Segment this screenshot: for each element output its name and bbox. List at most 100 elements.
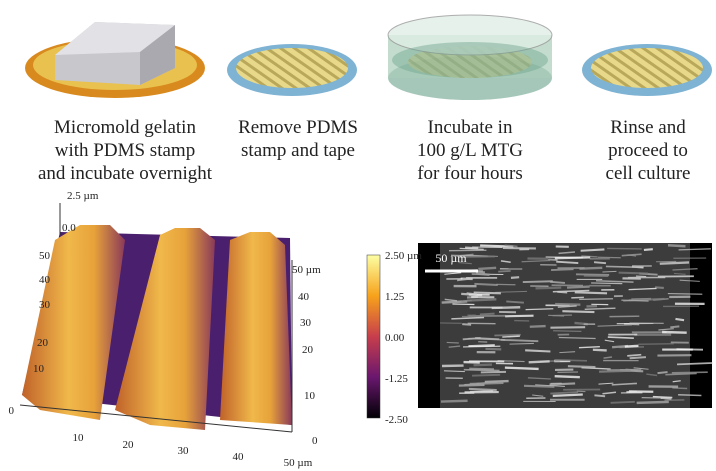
axis-label: -2.50 [385, 414, 408, 426]
fiber [441, 401, 468, 402]
fiber [608, 337, 634, 338]
step-caption: Micromold gelatin [54, 117, 196, 138]
fiber [593, 350, 607, 351]
step-caption: Remove PDMS [238, 117, 358, 138]
axis-label: 40 [298, 291, 310, 303]
fiber [523, 281, 553, 282]
fiber [485, 349, 501, 350]
axis-label: 40 [233, 451, 245, 463]
fiber [553, 331, 581, 332]
fiber [581, 249, 605, 250]
fiber [480, 314, 495, 315]
axis-label: 20 [123, 439, 135, 451]
fiber [551, 269, 573, 270]
axis-label: 50 [39, 250, 51, 262]
petri-dish [388, 15, 552, 100]
fiber [470, 391, 493, 392]
step-caption: 100 g/L MTG [417, 140, 523, 161]
fiber [474, 365, 492, 366]
scale-bar-label: 50 µm [435, 251, 467, 265]
fiber [494, 335, 520, 336]
fiber [550, 282, 565, 283]
fiber [611, 402, 635, 403]
fiber [502, 336, 520, 337]
fiber [476, 274, 490, 275]
fiber [567, 287, 590, 288]
axis-label: 1.25 [385, 291, 405, 303]
fiber [468, 345, 494, 346]
fiber [467, 293, 477, 294]
fiber [599, 371, 630, 372]
fiber [672, 388, 687, 389]
axis-label: 2.50 µm [385, 250, 422, 262]
axis-label: 40 [39, 274, 51, 286]
fiber [621, 300, 648, 301]
fiber [575, 292, 607, 293]
fiber [529, 361, 550, 362]
fiber [675, 319, 684, 320]
fiber [557, 292, 567, 293]
fiber [637, 402, 669, 403]
axis-label: 10 [73, 432, 85, 444]
colorbar [367, 255, 380, 418]
fiber [524, 386, 554, 387]
step-caption: for four hours [417, 163, 523, 184]
fiber [505, 368, 539, 369]
axis-label: 30 [178, 445, 190, 457]
fiber [525, 350, 550, 351]
fiber [530, 326, 546, 327]
axis-label: 0.0 [62, 222, 76, 234]
fiber [555, 376, 580, 377]
fiber [607, 248, 642, 249]
step-caption: proceed to [608, 140, 688, 161]
fiber [553, 394, 583, 395]
axis-label: 20 [37, 337, 49, 349]
step-caption: Rinse and [610, 117, 686, 138]
fiber [662, 332, 687, 333]
fiber [602, 271, 616, 272]
fiber [526, 309, 554, 310]
fiber [470, 383, 504, 384]
fiber [594, 395, 605, 396]
step-caption: stamp and tape [241, 140, 355, 161]
afm-surface [20, 203, 292, 432]
fiber [594, 262, 606, 263]
fiber [660, 262, 689, 263]
step-caption: with PDMS stamp [55, 140, 195, 161]
fiber [619, 273, 648, 274]
fiber [472, 375, 500, 376]
fiber [474, 284, 497, 285]
fiber [598, 257, 621, 258]
axis-label: 2.5 µm [67, 190, 99, 202]
micrograph [418, 243, 712, 408]
fiber [498, 271, 510, 272]
axis-label: 0 [312, 435, 318, 447]
fiber [536, 288, 562, 289]
fiber [678, 395, 701, 396]
fiber [668, 245, 685, 246]
fiber [661, 398, 672, 399]
axis-label: 0.00 [385, 332, 405, 344]
fiber [644, 249, 653, 250]
fiber [591, 283, 622, 284]
fiber [555, 257, 590, 258]
fiber [670, 326, 679, 327]
fiber [511, 277, 519, 278]
axis-label: 50 µm [284, 457, 313, 469]
fiber [444, 371, 465, 372]
fiber [658, 372, 668, 373]
axis-label: 10 [33, 363, 45, 375]
gel-dish [227, 44, 357, 96]
axis-label: 10 [304, 390, 316, 402]
fiber [579, 299, 613, 300]
fiber [462, 324, 471, 325]
fiber [469, 389, 497, 390]
axis-label: -1.25 [385, 373, 408, 385]
fiber [672, 372, 708, 373]
fiber [467, 299, 496, 300]
fiber [627, 355, 641, 356]
gel-dish [582, 44, 712, 96]
fiber [469, 369, 494, 370]
step-caption: and incubate overnight [38, 163, 213, 184]
fiber [474, 293, 501, 294]
